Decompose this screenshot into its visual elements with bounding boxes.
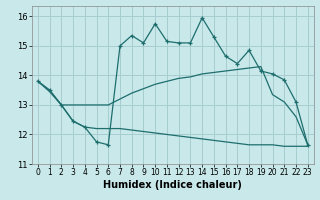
X-axis label: Humidex (Indice chaleur): Humidex (Indice chaleur) (103, 180, 242, 190)
